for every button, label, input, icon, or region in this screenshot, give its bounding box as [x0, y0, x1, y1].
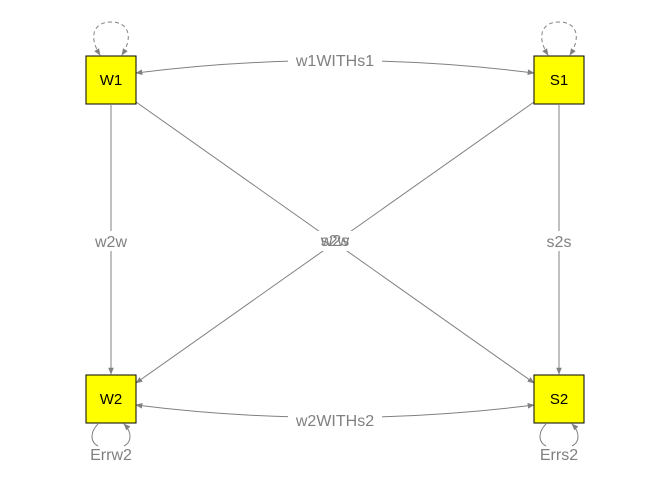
node-s2: S2: [533, 374, 585, 424]
w2-s2-label-bg: [288, 410, 382, 430]
s1-to-w2-label: s2w: [321, 233, 350, 250]
w1-to-w2-label: w2w: [94, 234, 127, 251]
s2s-label-bg: [541, 231, 577, 251]
w1-s1-label-bg: [288, 50, 382, 70]
w1-to-s2-label: w2s: [320, 233, 349, 250]
node-s1: S1: [533, 55, 585, 105]
node-w1-label: W1: [100, 72, 123, 89]
w1-s1-covariance-label: w1WITHs1: [295, 53, 374, 70]
w2w-label-bg: [90, 231, 132, 251]
node-w2-label: W2: [100, 391, 123, 408]
node-w2: W2: [85, 374, 137, 424]
node-s2-label: S2: [550, 391, 568, 408]
node-w1: W1: [85, 55, 137, 105]
s2-residual-label: Errs2: [540, 447, 578, 464]
cross-label-bg: [317, 231, 353, 251]
node-s1-label: S1: [550, 72, 568, 89]
s1-variance-loop: [541, 21, 577, 56]
s1-to-s2-label: s2s: [547, 234, 572, 251]
w1-variance-loop: [93, 21, 129, 56]
s2-residual-loop: [539, 424, 578, 447]
w2-residual-loop: [91, 424, 130, 447]
w2-s2-covariance-label: w2WITHs2: [295, 413, 374, 430]
w2-residual-label: Errw2: [90, 447, 132, 464]
